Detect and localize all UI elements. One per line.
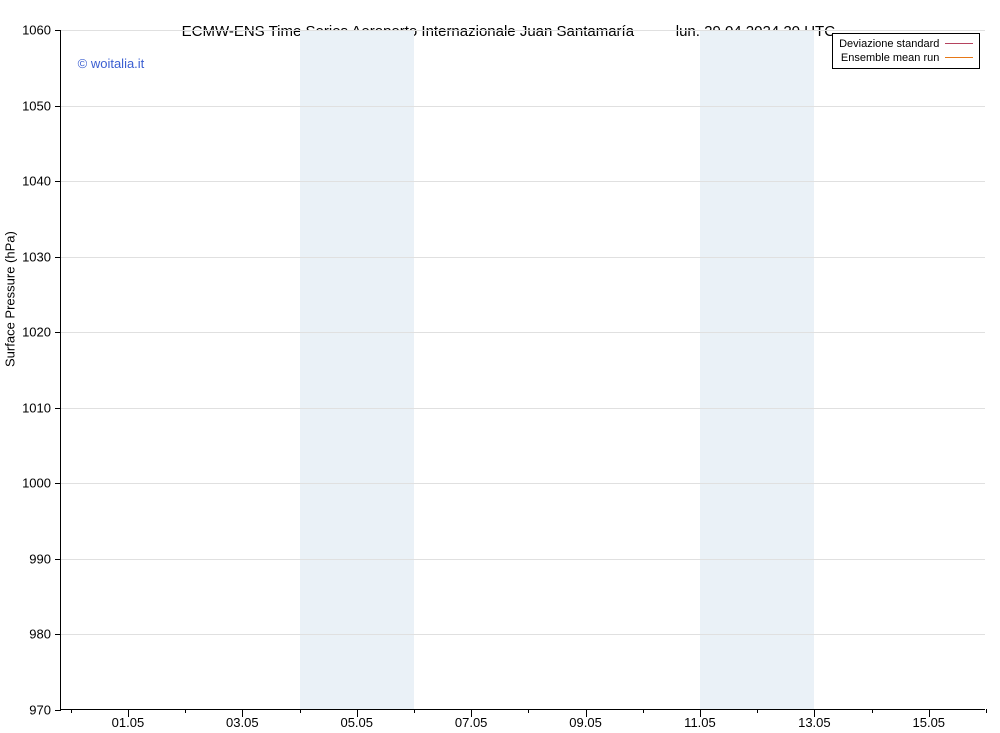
- watermark: © woitalia.it: [78, 56, 145, 71]
- x-tick-label: 05.05: [340, 709, 373, 730]
- y-tick-label: 980: [29, 627, 61, 642]
- x-minor-tick: [757, 709, 758, 713]
- x-minor-tick: [185, 709, 186, 713]
- y-tick-label: 1040: [22, 174, 61, 189]
- gridline: [61, 559, 985, 560]
- legend-label: Deviazione standard: [839, 37, 939, 51]
- gridline: [61, 332, 985, 333]
- x-tick-label: 09.05: [569, 709, 602, 730]
- x-tick-label: 07.05: [455, 709, 488, 730]
- y-tick-label: 970: [29, 703, 61, 718]
- x-tick-label: 13.05: [798, 709, 831, 730]
- x-tick-label: 01.05: [112, 709, 145, 730]
- y-tick-label: 1050: [22, 98, 61, 113]
- y-tick-label: 1030: [22, 249, 61, 264]
- x-tick-label: 15.05: [913, 709, 946, 730]
- x-tick-label: 03.05: [226, 709, 259, 730]
- gridline: [61, 106, 985, 107]
- gridline: [61, 483, 985, 484]
- gridline: [61, 257, 985, 258]
- x-minor-tick: [71, 709, 72, 713]
- x-minor-tick: [643, 709, 644, 713]
- y-tick-label: 1010: [22, 400, 61, 415]
- y-tick-label: 1000: [22, 476, 61, 491]
- plot-area: © woitalia.it Deviazione standardEnsembl…: [60, 30, 985, 710]
- x-tick-label: 11.05: [684, 709, 716, 730]
- y-tick-label: 1060: [22, 23, 61, 38]
- legend: Deviazione standardEnsemble mean run: [832, 33, 980, 69]
- weekend-shade: [300, 30, 414, 709]
- gridline: [61, 181, 985, 182]
- gridline: [61, 634, 985, 635]
- legend-item: Ensemble mean run: [839, 51, 973, 65]
- legend-item: Deviazione standard: [839, 37, 973, 51]
- legend-swatch: [945, 57, 973, 58]
- legend-swatch: [945, 43, 973, 44]
- x-minor-tick: [414, 709, 415, 713]
- y-axis-title: Surface Pressure (hPa): [3, 231, 18, 367]
- x-minor-tick: [986, 709, 987, 713]
- chart-container: ECMW-ENS Time Series Aeroporto Internazi…: [0, 0, 1000, 733]
- x-minor-tick: [528, 709, 529, 713]
- legend-label: Ensemble mean run: [841, 51, 939, 65]
- gridline: [61, 408, 985, 409]
- y-tick-label: 990: [29, 551, 61, 566]
- x-minor-tick: [872, 709, 873, 713]
- gridline: [61, 30, 985, 31]
- x-minor-tick: [300, 709, 301, 713]
- y-tick-label: 1020: [22, 325, 61, 340]
- weekend-shade: [700, 30, 814, 709]
